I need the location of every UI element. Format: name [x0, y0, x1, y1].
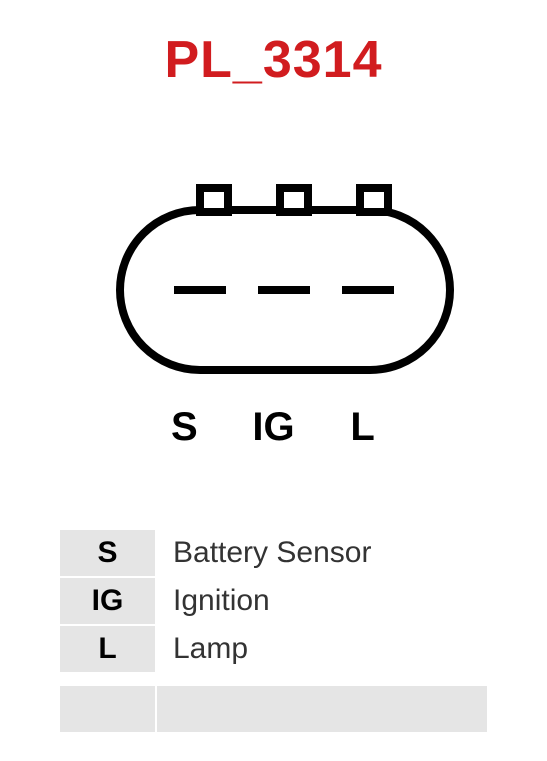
legend-desc: Ignition: [155, 577, 487, 625]
pin-label-1: S: [164, 405, 204, 450]
legend-code: S: [60, 530, 155, 577]
legend-code: L: [60, 625, 155, 673]
legend-desc: Lamp: [155, 625, 487, 673]
bottom-bar-right: [157, 686, 487, 732]
legend-row: SBattery Sensor: [60, 530, 487, 577]
pin-label-3: L: [343, 405, 383, 450]
bottom-spacer-bars: [60, 686, 487, 732]
legend-desc: Battery Sensor: [155, 530, 487, 577]
pin-label-2: IG: [252, 405, 294, 450]
legend-row: LLamp: [60, 625, 487, 673]
connector-diagram: [0, 150, 547, 430]
pin-legend-table: SBattery SensorIGIgnitionLLamp: [60, 530, 487, 674]
pin-labels-row: S IG L: [0, 405, 547, 450]
legend-code: IG: [60, 577, 155, 625]
legend-row: IGIgnition: [60, 577, 487, 625]
bottom-bar-left: [60, 686, 155, 732]
part-number-title: PL_3314: [0, 30, 547, 90]
